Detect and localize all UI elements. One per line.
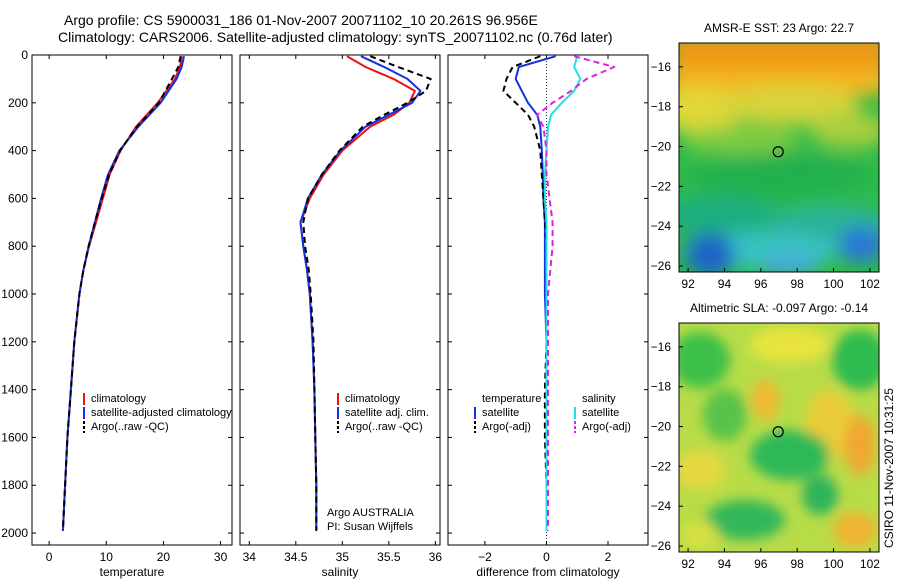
y-tick-label: 0 [21,48,28,62]
x-tick-label: 30 [214,550,228,564]
map-y-tick-label: −20 [651,140,672,154]
map-x-tick-label: 102 [860,277,880,291]
map-frame-1 [678,42,880,273]
y-tick-label: 1400 [1,383,28,397]
map-y-tick-label: −20 [651,420,672,434]
plot-frame-2 [239,54,441,546]
sst-map-image [679,43,879,272]
map-x-tick-label: 92 [681,277,695,291]
temperature-legend-label: climatology [91,393,147,405]
diff-temperature-legend-label: Argo(-adj) [482,421,531,433]
x-tick-label: 35 [336,550,350,564]
map-y-tick-label: −22 [651,459,672,473]
map-y-tick-label: −16 [651,60,672,74]
series-line-climatology [61,56,183,531]
x-tick-label: 34.5 [284,550,308,564]
y-tick-label: 1800 [1,478,28,492]
plot-frame-1 [31,54,233,546]
timestamp-stamp: CSIRO 11-Nov-2007 10:31:25 [882,388,896,548]
map-x-tick-label: 98 [791,557,805,571]
series-line-climatology [299,55,416,531]
map-title-1: AMSR-E SST: 23 Argo: 22.7 [704,21,854,35]
diff-legend-title-temperature: temperature [482,393,541,405]
series-line-temperature-argo-adj- [502,55,548,531]
x-tick-label: 20 [157,550,171,564]
series-line-satellite-adjusted-climatology [61,55,185,531]
map-y-tick-label: −18 [651,100,672,114]
series-line-argo-raw-qc- [61,55,182,531]
y-tick-label: 1200 [1,335,28,349]
x-tick-label: 2 [605,550,612,564]
x-tick-label: 35.5 [377,550,401,564]
salinity-legend-label: climatology [345,393,401,405]
map-x-tick-label: 98 [791,277,805,291]
x-tick-label: 10 [100,550,114,564]
x-tick-label: 34 [243,550,257,564]
series-line-salinity-satellite [543,55,582,531]
diff-salinity-legend-label: satellite [582,407,619,419]
map-x-tick-label: 96 [754,557,768,571]
sla-map-image [679,323,879,552]
map-y-tick-label: −16 [651,340,672,354]
map-y-tick-label: −18 [651,380,672,394]
map-x-tick-label: 94 [718,557,732,571]
map-x-tick-label: 100 [824,557,844,571]
temperature-legend-label: satellite-adjusted climatology [91,407,232,419]
x-tick-label: 0 [543,550,550,564]
map-y-tick-label: −24 [651,499,672,513]
temperature-legend-label: Argo(..raw -QC) [91,421,169,433]
salinity-legend-label: Argo(..raw -QC) [345,421,423,433]
map-x-tick-label: 94 [718,277,732,291]
figure-title-line2: Climatology: CARS2006. Satellite-adjuste… [58,29,613,45]
y-tick-label: 600 [8,191,28,205]
y-tick-label: 1000 [1,287,28,301]
map-y-tick-label: −26 [651,539,672,553]
argo-location-marker [772,426,784,438]
salinity-annotation: Argo AUSTRALIA [327,507,414,519]
map-y-tick-label: −26 [651,259,672,273]
argo-location-marker [772,146,784,158]
y-tick-label: 400 [8,144,28,158]
map-title-2: Altimetric SLA: -0.097 Argo: -0.14 [690,301,868,315]
figure-title-line1: Argo profile: CS 5900031_186 01-Nov-2007… [64,12,538,28]
series-line-satellite-adj-clim- [299,55,422,531]
map-x-tick-label: 92 [681,557,695,571]
x-axis-label: difference from climatology [476,565,619,579]
map-frame-2 [678,322,880,553]
y-tick-label: 800 [8,239,28,253]
map-x-tick-label: 96 [754,277,768,291]
salinity-legend-label: satellite adj. clim. [345,407,429,419]
x-axis-label: salinity [322,565,359,579]
x-tick-label: 36 [429,550,443,564]
chart-layer: 0 10 20 30temperature0200400600800100012001… [1,21,896,579]
diff-temperature-legend-label: satellite [482,407,519,419]
map-y-tick-label: −22 [651,179,672,193]
y-tick-label: 1600 [1,430,28,444]
plot-frame-3 [447,54,649,546]
x-tick-label: −2 [478,550,492,564]
map-y-tick-label: −24 [651,219,672,233]
y-tick-label: 2000 [1,526,28,540]
series-line-argo-raw-qc- [302,55,432,531]
diff-legend-title-salinity: salinity [582,393,616,405]
y-tick-label: 200 [8,96,28,110]
map-x-tick-label: 100 [824,277,844,291]
series-line-temperature-satellite [514,55,556,531]
map-x-tick-label: 102 [860,557,880,571]
diff-salinity-legend-label: Argo(-adj) [582,421,631,433]
x-tick-label: 0 [46,550,53,564]
x-axis-label: temperature [100,565,165,579]
salinity-annotation: PI: Susan Wijffels [327,521,413,533]
